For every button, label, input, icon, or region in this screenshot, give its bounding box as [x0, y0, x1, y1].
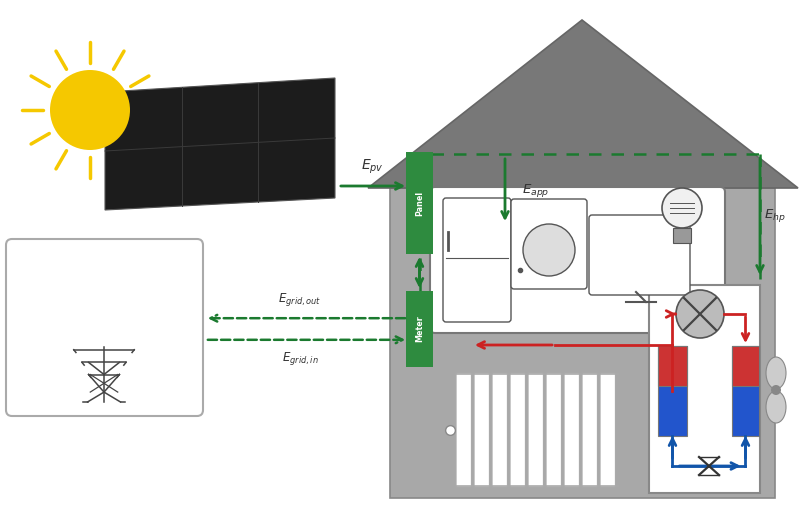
Polygon shape [368, 20, 798, 188]
FancyBboxPatch shape [658, 346, 687, 386]
FancyBboxPatch shape [492, 373, 507, 487]
FancyBboxPatch shape [673, 228, 691, 243]
Circle shape [50, 70, 130, 150]
Text: $E_{pv}$: $E_{pv}$ [361, 158, 383, 176]
Polygon shape [105, 78, 335, 210]
Text: Panel: Panel [415, 190, 424, 216]
FancyBboxPatch shape [582, 373, 598, 487]
FancyBboxPatch shape [546, 373, 562, 487]
FancyBboxPatch shape [732, 346, 759, 436]
Circle shape [771, 385, 781, 395]
FancyBboxPatch shape [430, 187, 725, 333]
Text: $E_{hp}$: $E_{hp}$ [764, 206, 786, 224]
FancyBboxPatch shape [474, 373, 490, 487]
FancyBboxPatch shape [564, 373, 579, 487]
FancyBboxPatch shape [406, 291, 433, 367]
FancyBboxPatch shape [443, 198, 511, 322]
Ellipse shape [766, 391, 786, 423]
Circle shape [676, 290, 724, 338]
FancyBboxPatch shape [456, 373, 471, 487]
Text: Meter: Meter [415, 316, 424, 342]
Text: $E_{grid,in}$: $E_{grid,in}$ [282, 350, 318, 367]
FancyBboxPatch shape [511, 199, 587, 289]
FancyBboxPatch shape [528, 373, 543, 487]
FancyBboxPatch shape [600, 373, 615, 487]
Circle shape [523, 224, 575, 276]
FancyBboxPatch shape [390, 188, 775, 498]
Text: $E_{app}$: $E_{app}$ [522, 181, 550, 199]
FancyBboxPatch shape [589, 215, 690, 295]
FancyBboxPatch shape [510, 373, 526, 487]
FancyBboxPatch shape [649, 285, 760, 493]
Text: $E_{grid,out}$: $E_{grid,out}$ [278, 291, 322, 308]
Ellipse shape [766, 357, 786, 389]
FancyBboxPatch shape [6, 239, 203, 416]
FancyBboxPatch shape [658, 346, 687, 436]
Circle shape [662, 188, 702, 228]
FancyBboxPatch shape [732, 346, 759, 386]
FancyBboxPatch shape [406, 152, 433, 254]
